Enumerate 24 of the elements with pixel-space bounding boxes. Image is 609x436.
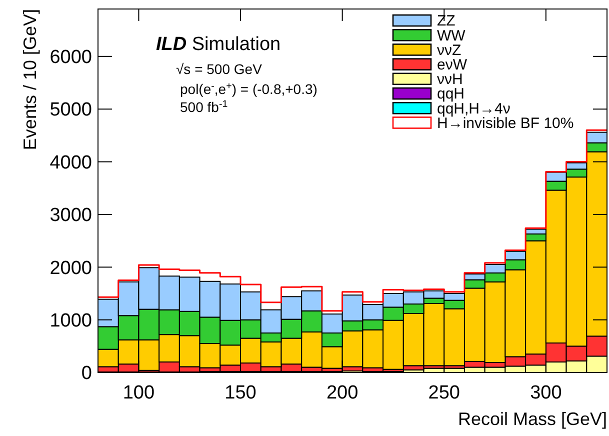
x-tick-label: 300: [530, 382, 562, 404]
x-tick-label: 250: [428, 382, 460, 404]
x-tick-label: 100: [122, 382, 155, 404]
y-tick-label: 4000: [50, 152, 92, 174]
y-axis-title: Events / 10 [GeV]: [20, 9, 40, 150]
x-tick-label: 200: [326, 382, 358, 404]
legend-label: eνW: [437, 56, 468, 74]
y-tick-label: 0: [81, 363, 92, 384]
text: ILD Simulation: [156, 34, 281, 55]
legend-label: WW: [437, 27, 466, 44]
annotation: √s = 500 GeV: [176, 61, 263, 77]
y-tick-label: 3000: [50, 205, 92, 226]
legend-label: ZZ: [437, 12, 456, 30]
y-tick-label: 6000: [50, 47, 92, 68]
x-tick-label: 150: [224, 382, 256, 404]
annotation: pol(e$^{-}$,e$^{+}$) = (-0.8,+0.3): [180, 80, 318, 97]
annotation: 500 fb$^{-1}$: [180, 98, 228, 115]
y-tick-label: 5000: [50, 100, 92, 121]
x-axis-title: Recoil Mass [GeV]: [458, 409, 607, 429]
y-tick-label: 1000: [50, 310, 92, 332]
legend-label: qqH: [437, 86, 465, 103]
y-tick-label: 2000: [50, 258, 92, 279]
legend-label: ννZ: [437, 42, 462, 59]
legend-label: ννH: [437, 71, 463, 88]
